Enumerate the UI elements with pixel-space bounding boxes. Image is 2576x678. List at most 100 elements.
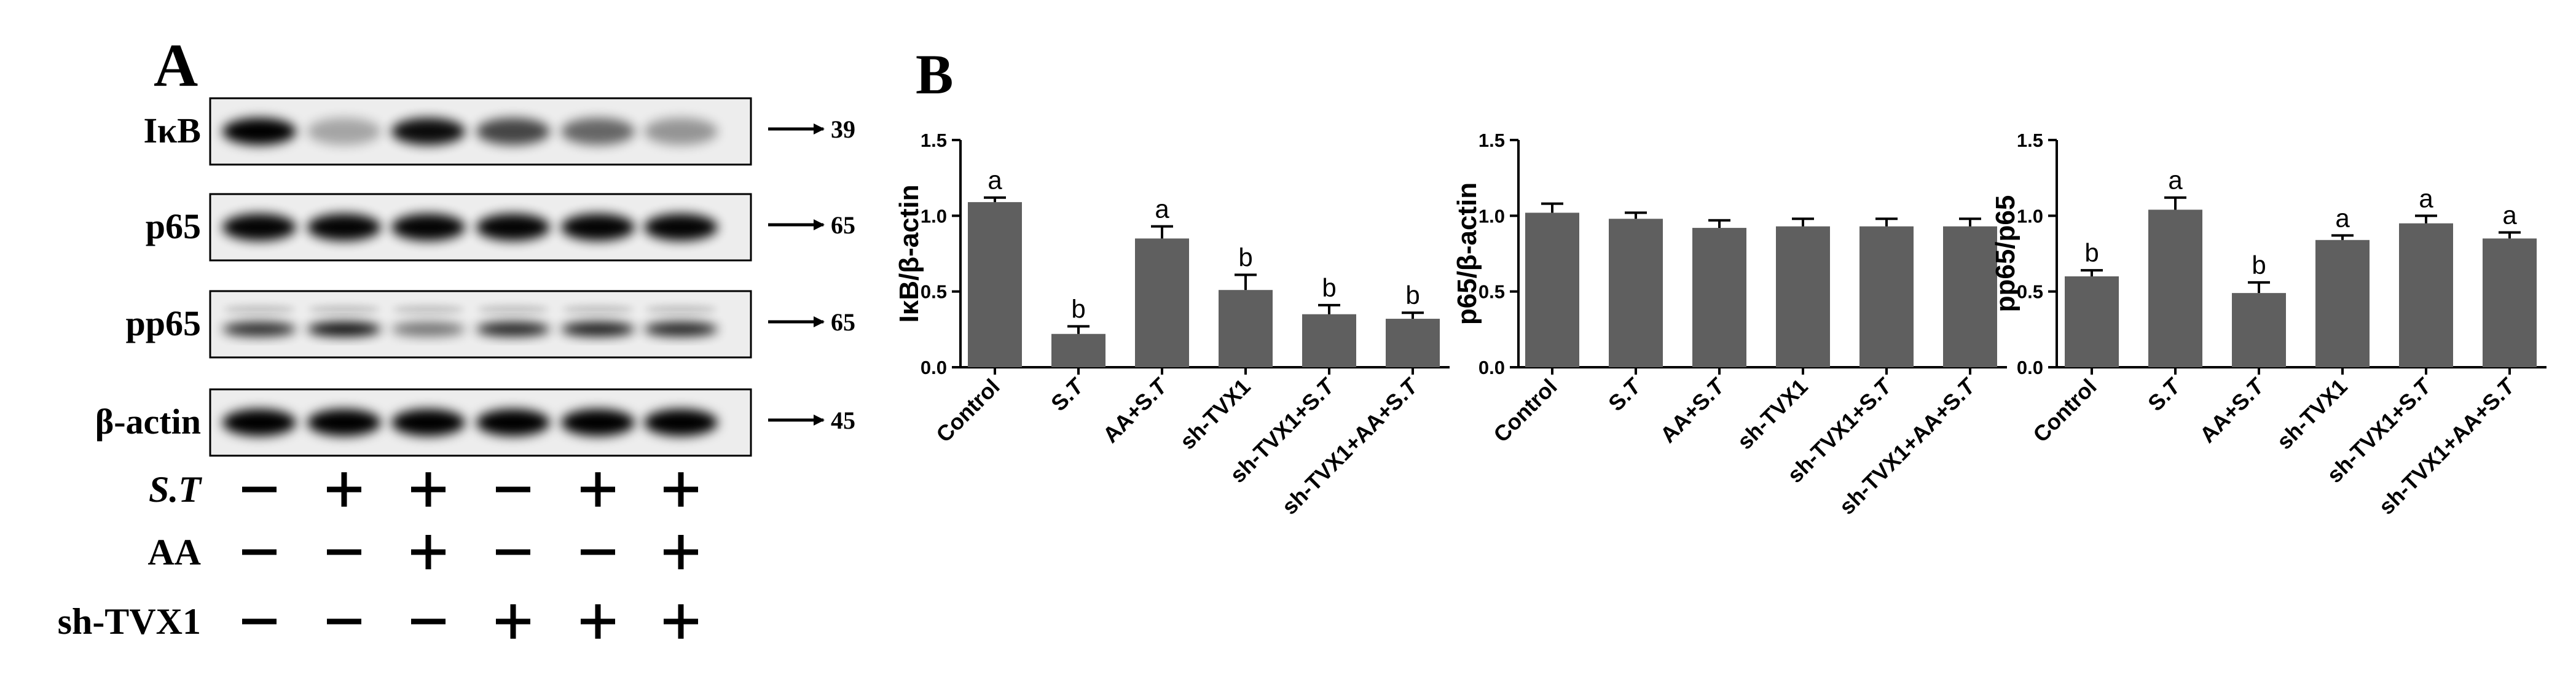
x-tick-label: S.T bbox=[1603, 373, 1647, 416]
x-tick-label: AA+S.T bbox=[1098, 373, 1172, 448]
plus-sign bbox=[581, 472, 615, 507]
y-tick-label: 1.5 bbox=[2017, 130, 2043, 151]
plus-sign bbox=[327, 472, 361, 507]
bar bbox=[1943, 226, 1997, 367]
panel-b-label: B bbox=[916, 43, 953, 106]
bar bbox=[1219, 290, 1273, 367]
x-tick-label-part: AA+S. bbox=[1098, 383, 1162, 448]
treatment-label: sh-TVX1 bbox=[58, 601, 201, 642]
y-tick-label: 0.0 bbox=[921, 357, 947, 378]
blot-row-label: pp65 bbox=[125, 303, 201, 343]
plus-sign bbox=[411, 472, 446, 507]
significance-letter: b bbox=[2084, 238, 2099, 267]
bar bbox=[1051, 333, 1105, 367]
mw-label: 39 bbox=[831, 115, 855, 143]
bar bbox=[2315, 240, 2370, 367]
treatment-label: S.T bbox=[149, 469, 202, 510]
chart-ikb-beta-actin: IκB/β-actin 0.0 0.5 1.0 1.5 a Control b S.T a AA+S… bbox=[894, 130, 1450, 520]
mw-arrowhead bbox=[814, 316, 825, 327]
y-tick-label: 0.0 bbox=[2017, 357, 2043, 378]
blot-band bbox=[391, 322, 465, 337]
y-tick-label: 0.5 bbox=[1478, 281, 1505, 303]
x-tick-label: S.T bbox=[2143, 373, 2186, 416]
bar bbox=[1776, 226, 1830, 367]
bar bbox=[2399, 223, 2453, 367]
x-tick-label: sh-TVX1 bbox=[2272, 374, 2352, 454]
bar bbox=[2065, 276, 2119, 367]
blot-band bbox=[222, 214, 296, 241]
plus-sign bbox=[581, 604, 615, 639]
x-tick-label: sh-TVX1+AA+S.T bbox=[1834, 373, 1981, 520]
blot-band bbox=[644, 214, 718, 241]
bar bbox=[2232, 293, 2286, 367]
blot-band-faint bbox=[393, 305, 464, 314]
blot-band bbox=[307, 409, 381, 436]
bar bbox=[1135, 238, 1189, 367]
significance-letter: b bbox=[1322, 273, 1336, 302]
chart-pp65-p65: pp65/p65 0.0 0.5 1.0 1.5 b Control a S.T b AA+S.T a… bbox=[1990, 130, 2547, 520]
mw-label: 45 bbox=[831, 407, 855, 434]
x-tick-label: sh-TVX1 bbox=[1175, 374, 1255, 454]
plus-sign bbox=[664, 535, 698, 569]
blot-band-faint bbox=[224, 305, 295, 314]
significance-letter: a bbox=[988, 166, 1002, 195]
y-axis-label: pp65/p65 bbox=[1990, 195, 2020, 313]
blot-band bbox=[222, 409, 296, 436]
y-tick-label: 1.5 bbox=[1478, 130, 1505, 151]
blot-band bbox=[476, 322, 550, 337]
blot-band bbox=[222, 322, 296, 337]
treatment-label: AA bbox=[147, 532, 201, 572]
y-tick-label: 1.0 bbox=[1478, 205, 1505, 227]
blot-row-label: IκB bbox=[144, 111, 201, 150]
plus-sign bbox=[664, 472, 698, 507]
significance-letter: a bbox=[2168, 166, 2183, 195]
blot-band-faint bbox=[562, 305, 634, 314]
bar bbox=[1692, 228, 1746, 367]
x-tick-label: AA+S.T bbox=[2194, 373, 2269, 448]
x-tick-label: S.T bbox=[1046, 373, 1090, 416]
y-axis-label: p65/β-actin bbox=[1452, 182, 1482, 325]
bar bbox=[1386, 319, 1440, 367]
significance-letter: b bbox=[1071, 294, 1085, 323]
blot-band bbox=[644, 322, 718, 337]
x-tick-label: Control bbox=[1488, 374, 1561, 447]
blot-band bbox=[561, 409, 635, 436]
bar bbox=[2148, 209, 2202, 367]
blot-band-faint bbox=[308, 305, 380, 314]
plus-sign bbox=[411, 535, 446, 569]
x-tick-label-part: AA+S. bbox=[2194, 383, 2259, 448]
mw-arrowhead bbox=[814, 219, 825, 230]
y-tick-label: 1.5 bbox=[921, 130, 947, 151]
x-tick-label: AA+S.T bbox=[1655, 373, 1730, 448]
blot-band-faint bbox=[477, 305, 549, 314]
blot-row-label: p65 bbox=[146, 206, 201, 246]
blot-band bbox=[561, 322, 635, 337]
blot-band bbox=[222, 118, 296, 145]
y-tick-label: 0.0 bbox=[1478, 357, 1505, 378]
blot-band-faint bbox=[645, 305, 717, 314]
panel-a-label: A bbox=[154, 31, 198, 99]
plus-sign bbox=[664, 604, 698, 639]
blot-row-label: β-actin bbox=[95, 402, 201, 442]
mw-label: 65 bbox=[831, 211, 855, 239]
x-tick-label: sh-TVX1 bbox=[1732, 374, 1813, 454]
mw-arrowhead bbox=[814, 123, 825, 134]
bar bbox=[968, 202, 1022, 367]
western-blot-panel: IκB 39 p65 65 pp65 65 β-actin 45 bbox=[95, 97, 855, 457]
blot-band bbox=[476, 118, 550, 145]
bar bbox=[1859, 226, 1914, 367]
bar bbox=[1609, 219, 1663, 367]
y-axis-label: IκB/β-actin bbox=[894, 185, 924, 323]
blot-band bbox=[644, 118, 718, 145]
x-tick-label: sh-TVX1+AA+S.T bbox=[2374, 373, 2521, 520]
bar bbox=[2483, 238, 2537, 367]
significance-letter: a bbox=[2419, 184, 2433, 212]
blot-band bbox=[476, 409, 550, 436]
plus-sign bbox=[496, 604, 530, 639]
blot-band bbox=[307, 322, 381, 337]
significance-letter: b bbox=[1405, 281, 1420, 310]
y-tick-label: 1.0 bbox=[2017, 205, 2043, 227]
bar bbox=[1525, 212, 1579, 367]
